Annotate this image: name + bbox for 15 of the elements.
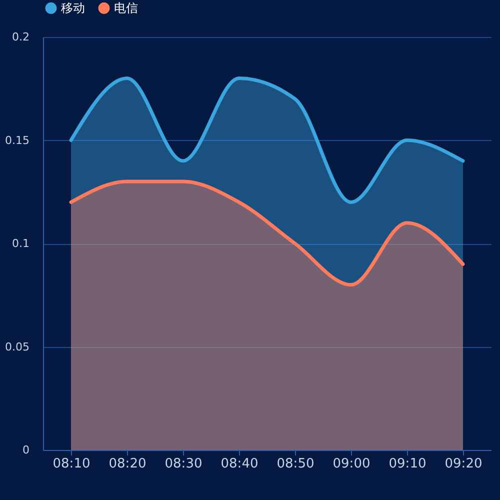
x-tick-label: 08:20: [108, 456, 146, 472]
y-tick-label: 0.1: [12, 237, 30, 250]
y-tick-label: 0.2: [12, 30, 30, 44]
x-tick-label: 09:10: [388, 456, 426, 472]
x-tick-label: 08:30: [164, 456, 202, 472]
y-tick-label: 0: [22, 444, 30, 456]
legend-label: 电信: [114, 1, 138, 16]
x-tick-label: 09:20: [444, 456, 482, 472]
y-tick-label: 0.05: [5, 340, 30, 354]
x-tick-label: 08:50: [276, 456, 314, 472]
y-tick-label: 0.15: [5, 134, 30, 147]
x-tick-label: 09:00: [332, 456, 370, 472]
legend-label: 移动: [61, 1, 85, 16]
x-tick-label: 08:40: [220, 456, 258, 472]
x-tick-label: 08:10: [52, 456, 90, 472]
